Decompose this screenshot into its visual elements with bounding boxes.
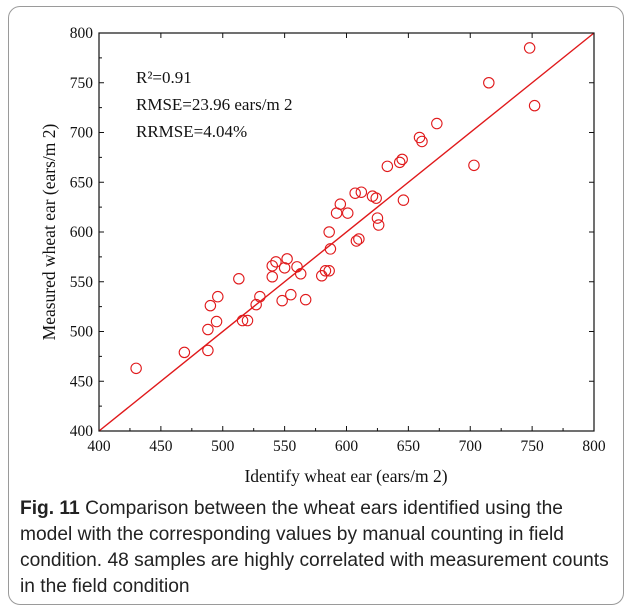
x-axis-label: Identify wheat ear (ears/m 2)	[244, 466, 447, 486]
y-tick-label: 400	[70, 423, 94, 440]
stat-rrmse: RRMSE=4.04%	[136, 122, 247, 141]
data-point	[397, 194, 410, 206]
ticks-layer: 400 450 500 550 600 650 700 750 800 400 450 500 550 6…	[70, 25, 606, 455]
stat-rmse: RMSE=23.96 ears/m 2	[136, 95, 292, 114]
figure-caption: Fig. 11 Comparison between the wheat ear…	[20, 496, 610, 600]
data-point	[396, 153, 408, 166]
x-tick-label: 450	[149, 438, 173, 455]
data-point	[204, 299, 217, 312]
data-point	[236, 314, 249, 327]
x-tick-label: 800	[582, 438, 606, 455]
data-point	[254, 290, 266, 303]
data-point	[372, 219, 385, 231]
data-point	[319, 265, 332, 277]
x-tick-label: 750	[521, 438, 545, 455]
y-tick-label: 500	[70, 324, 94, 341]
points-layer	[130, 42, 541, 375]
data-point	[210, 315, 223, 328]
data-point	[202, 344, 214, 357]
data-point	[324, 243, 337, 255]
stat-r2: R²=0.91	[136, 68, 192, 87]
data-point	[266, 271, 278, 283]
data-point	[523, 42, 536, 54]
y-tick-label: 550	[70, 274, 94, 291]
data-point	[370, 192, 382, 204]
data-point	[431, 117, 443, 130]
data-point	[371, 212, 384, 224]
data-point	[416, 135, 428, 148]
data-point	[355, 186, 368, 198]
data-point	[285, 288, 297, 301]
y-tick-label: 700	[70, 125, 94, 142]
data-point	[393, 156, 406, 169]
y-tick-label: 800	[70, 25, 94, 42]
x-tick-label: 550	[273, 438, 297, 455]
x-tick-label: 700	[459, 438, 483, 455]
data-point	[350, 235, 363, 247]
plot-area	[98, 32, 595, 432]
figure-frame	[8, 6, 624, 605]
caption-text: Comparison between the wheat ears identi…	[20, 498, 609, 597]
data-point	[299, 293, 312, 306]
y-tick-label: 750	[70, 75, 94, 92]
caption-label: Fig. 11	[20, 498, 80, 519]
scatter-chart: 400 450 500 550 600 650 700 750 800 400 450 500 550 6…	[39, 25, 606, 486]
data-point	[294, 268, 307, 280]
data-point	[178, 346, 191, 359]
data-point	[250, 298, 262, 311]
data-point	[483, 77, 495, 89]
x-tick-label: 600	[335, 438, 359, 455]
data-point	[341, 207, 354, 219]
data-point	[281, 253, 293, 265]
data-point	[266, 260, 278, 272]
x-tick-label: 650	[397, 438, 421, 455]
data-point	[323, 226, 335, 238]
data-point	[291, 261, 303, 273]
data-point	[381, 160, 394, 173]
data-point	[241, 314, 254, 327]
data-point	[270, 256, 282, 268]
y-tick-label: 600	[70, 224, 94, 241]
data-point	[278, 262, 291, 274]
x-tick-label: 500	[211, 438, 235, 455]
y-axis-label: Measured wheat ear (ears/m 2)	[39, 123, 59, 340]
data-point	[468, 159, 480, 172]
data-point	[276, 294, 288, 307]
data-point	[202, 323, 214, 336]
fit-line	[98, 32, 595, 432]
data-point	[349, 187, 361, 199]
data-point	[353, 233, 365, 245]
y-tick-label: 650	[70, 174, 94, 191]
data-point	[130, 362, 142, 375]
x-tick-label: 400	[87, 438, 111, 455]
data-point	[323, 265, 335, 277]
data-point	[233, 273, 245, 285]
data-point	[212, 290, 224, 303]
y-tick-label: 450	[70, 373, 94, 390]
data-point	[334, 198, 347, 210]
data-point	[528, 99, 541, 112]
